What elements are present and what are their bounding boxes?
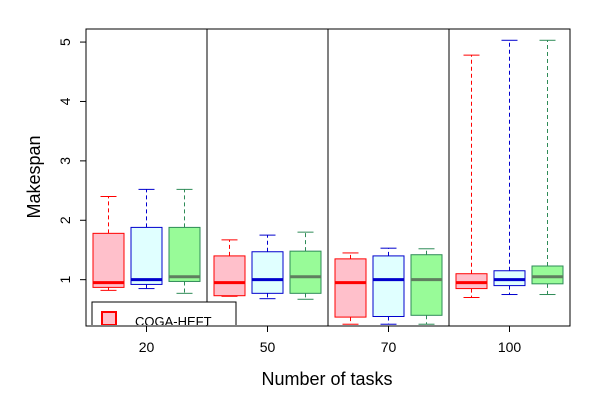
- x-tick-label: 20: [139, 339, 155, 355]
- x-tick-label: 100: [498, 339, 522, 355]
- box: [410, 254, 443, 316]
- y-tick-label: 4: [57, 97, 73, 105]
- box: [168, 226, 201, 282]
- legend-label: CQGA-HEFT: [135, 314, 212, 329]
- x-axis-title: Number of tasks: [261, 369, 392, 389]
- box: [213, 255, 246, 297]
- axes: 1 2 3 4 5 20 50 70 100: [57, 28, 571, 355]
- plot-area: [92, 29, 564, 326]
- box: [92, 232, 125, 288]
- x-tick-label: 70: [381, 339, 397, 355]
- y-tick-label: 5: [57, 38, 73, 46]
- legend-swatch: [101, 311, 117, 325]
- legend-box: [91, 301, 237, 325]
- box: [372, 255, 405, 317]
- box: [130, 226, 163, 285]
- box: [251, 251, 284, 294]
- legend: CQGA-HEFT: [91, 301, 237, 329]
- y-tick-label: 2: [57, 216, 73, 224]
- box: [289, 250, 322, 294]
- y-tick-label: 3: [57, 157, 73, 165]
- y-tick-label: 1: [57, 276, 73, 284]
- box: [334, 258, 367, 318]
- y-axis-title: Makespan: [24, 135, 44, 218]
- x-tick-label: 50: [260, 339, 276, 355]
- plot-frame: [85, 28, 571, 327]
- box: [531, 265, 564, 285]
